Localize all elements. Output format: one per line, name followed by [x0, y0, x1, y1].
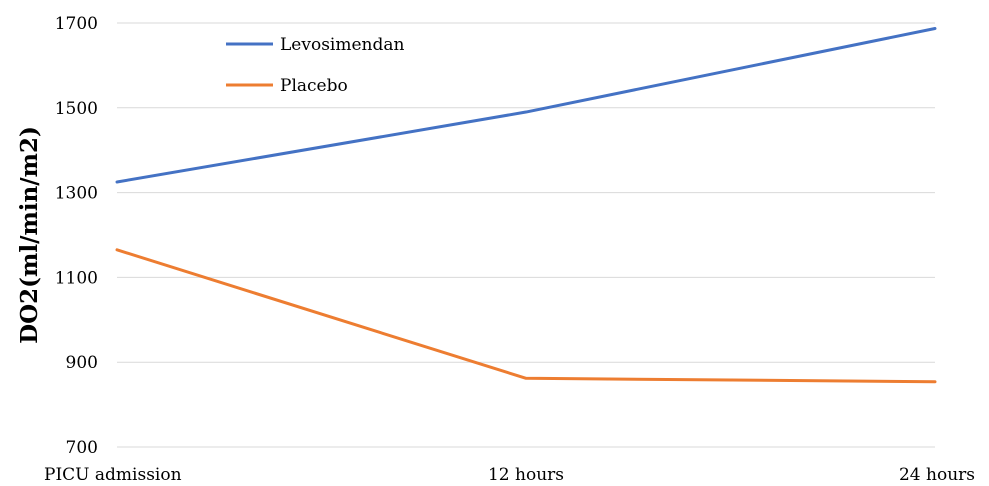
- y-tick-label: 900: [66, 353, 98, 373]
- series-line-placebo: [115, 248, 937, 384]
- y-tick-label: 1500: [55, 99, 98, 119]
- gridlines: [117, 22, 935, 448]
- legend: Levosimendan Placebo: [226, 35, 404, 96]
- x-tick-label: PICU admission: [44, 465, 182, 485]
- legend-label-placebo: Placebo: [280, 76, 348, 96]
- y-axis-title: DO2(ml/min/m2): [16, 126, 43, 344]
- x-tick-label: 24 hours: [899, 465, 975, 485]
- legend-label-levosimendan: Levosimendan: [280, 35, 404, 55]
- series-lines: [115, 27, 937, 384]
- y-tick-label: 1700: [55, 14, 98, 34]
- y-tick-label: 700: [66, 438, 98, 458]
- series-line-levosimendan: [115, 27, 937, 184]
- y-axis-ticks: 700 900 1100 1300 1500 1700: [55, 14, 98, 458]
- x-tick-label: 12 hours: [488, 465, 564, 485]
- y-tick-label: 1100: [55, 268, 98, 288]
- x-axis-ticks: PICU admission 12 hours 24 hours: [44, 465, 975, 485]
- y-tick-label: 1300: [55, 184, 98, 204]
